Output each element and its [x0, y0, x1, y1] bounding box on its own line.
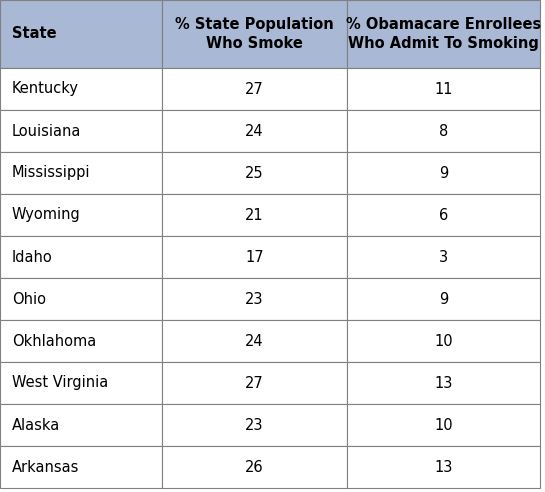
Bar: [347, 110, 540, 152]
Bar: [0, 152, 162, 194]
Bar: [162, 404, 347, 446]
Text: 9: 9: [439, 291, 448, 307]
Bar: [162, 152, 347, 194]
Bar: [162, 194, 347, 236]
Bar: [347, 194, 540, 236]
Text: 11: 11: [434, 82, 453, 96]
Text: 23: 23: [245, 418, 264, 432]
Text: 23: 23: [245, 291, 264, 307]
Bar: [0, 278, 162, 320]
Bar: [162, 68, 347, 110]
Text: 21: 21: [245, 208, 264, 222]
Bar: [0, 404, 162, 446]
Bar: [162, 362, 347, 404]
Bar: [0, 68, 162, 110]
Text: 6: 6: [439, 208, 448, 222]
Text: 9: 9: [439, 165, 448, 181]
Bar: [347, 320, 540, 362]
Bar: [347, 236, 540, 278]
Text: 13: 13: [434, 460, 453, 474]
Text: 10: 10: [434, 418, 453, 432]
Bar: [0, 446, 162, 488]
Text: Arkansas: Arkansas: [12, 460, 80, 474]
Text: % Obamacare Enrollees
Who Admit To Smoking: % Obamacare Enrollees Who Admit To Smoki…: [346, 17, 541, 51]
Text: 17: 17: [245, 249, 264, 265]
Text: State: State: [12, 27, 57, 41]
Text: 10: 10: [434, 334, 453, 348]
Text: Alaska: Alaska: [12, 418, 60, 432]
Bar: [347, 152, 540, 194]
Bar: [162, 278, 347, 320]
Bar: [347, 278, 540, 320]
Text: 25: 25: [245, 165, 264, 181]
Text: 27: 27: [245, 82, 264, 96]
Text: Idaho: Idaho: [12, 249, 53, 265]
Bar: [347, 0, 540, 68]
Text: 3: 3: [439, 249, 448, 265]
Text: 26: 26: [245, 460, 264, 474]
Text: Wyoming: Wyoming: [12, 208, 81, 222]
Bar: [162, 110, 347, 152]
Text: Ohio: Ohio: [12, 291, 46, 307]
Bar: [162, 0, 347, 68]
Text: % State Population
Who Smoke: % State Population Who Smoke: [175, 17, 334, 51]
Bar: [347, 404, 540, 446]
Text: 8: 8: [439, 123, 448, 139]
Text: 24: 24: [245, 334, 264, 348]
Bar: [0, 194, 162, 236]
Bar: [347, 68, 540, 110]
Bar: [162, 446, 347, 488]
Text: 13: 13: [434, 375, 453, 391]
Text: Mississippi: Mississippi: [12, 165, 90, 181]
Text: Louisiana: Louisiana: [12, 123, 81, 139]
Bar: [0, 0, 162, 68]
Bar: [0, 362, 162, 404]
Text: 27: 27: [245, 375, 264, 391]
Bar: [347, 362, 540, 404]
Text: Kentucky: Kentucky: [12, 82, 79, 96]
Bar: [162, 236, 347, 278]
Text: West Virginia: West Virginia: [12, 375, 108, 391]
Bar: [0, 320, 162, 362]
Text: Okhlahoma: Okhlahoma: [12, 334, 96, 348]
Bar: [162, 320, 347, 362]
Text: 24: 24: [245, 123, 264, 139]
Bar: [347, 446, 540, 488]
Bar: [0, 236, 162, 278]
Bar: [0, 110, 162, 152]
